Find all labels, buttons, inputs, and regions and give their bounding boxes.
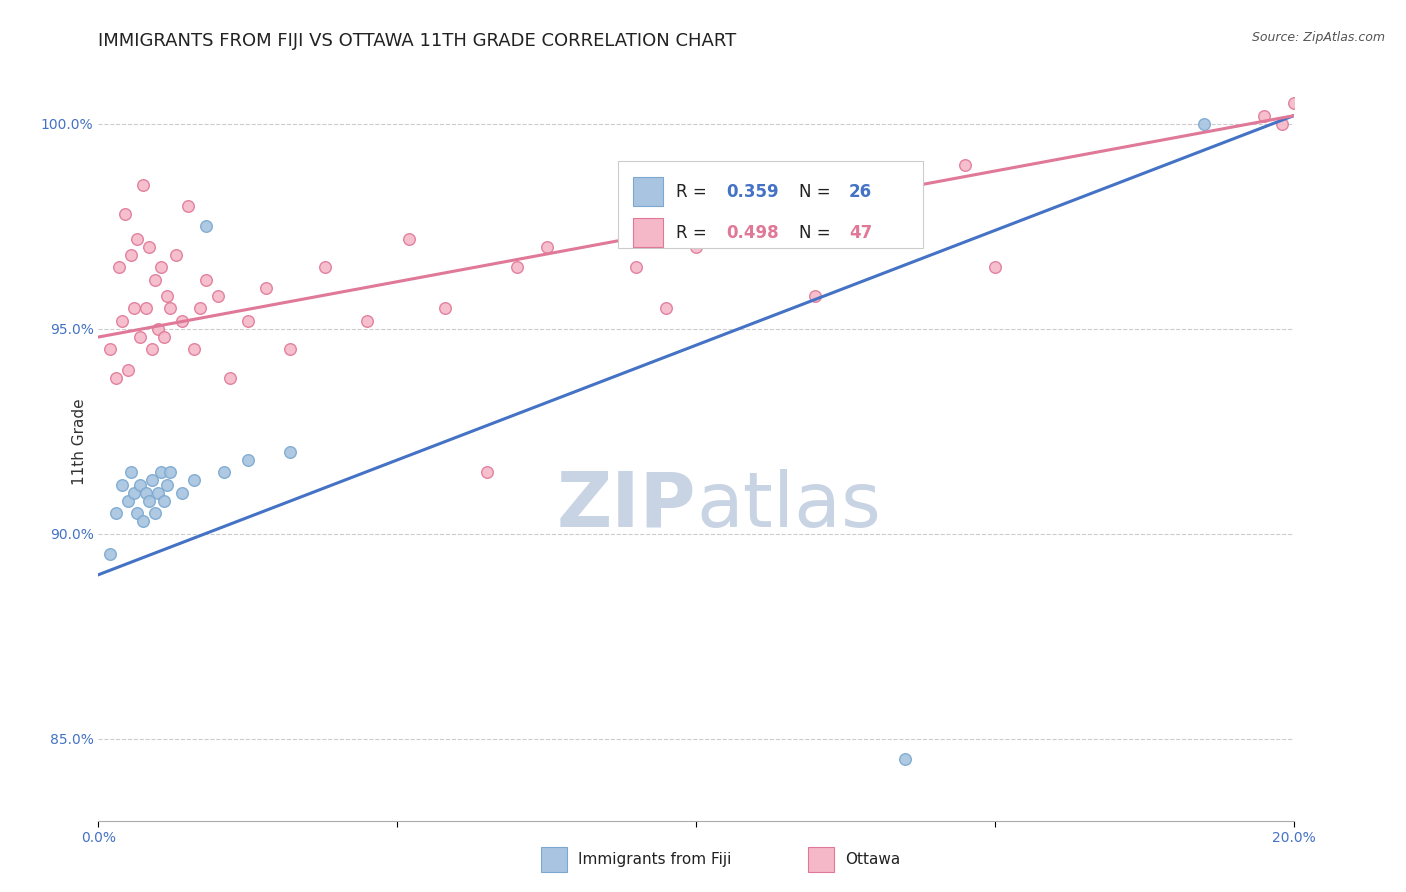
Point bbox=[105, 371, 128, 385]
Point bbox=[804, 289, 827, 303]
Text: N =: N = bbox=[799, 183, 835, 201]
Point bbox=[117, 363, 139, 377]
Text: R =: R = bbox=[676, 183, 711, 201]
Point bbox=[506, 260, 529, 275]
Point bbox=[356, 313, 378, 327]
Text: atlas: atlas bbox=[696, 469, 880, 543]
Point bbox=[1253, 109, 1275, 123]
Point bbox=[172, 313, 194, 327]
Point bbox=[156, 289, 179, 303]
Point bbox=[236, 313, 259, 327]
Point bbox=[143, 506, 166, 520]
Point bbox=[120, 465, 142, 479]
Text: Immigrants from Fiji: Immigrants from Fiji bbox=[578, 852, 731, 867]
Point bbox=[150, 260, 173, 275]
Text: 0.498: 0.498 bbox=[725, 224, 779, 242]
Point bbox=[148, 485, 170, 500]
Point bbox=[124, 301, 146, 316]
Point bbox=[278, 343, 301, 357]
Point bbox=[141, 343, 163, 357]
Point bbox=[98, 547, 122, 561]
Point bbox=[177, 199, 200, 213]
Point bbox=[138, 240, 160, 254]
Text: Source: ZipAtlas.com: Source: ZipAtlas.com bbox=[1251, 31, 1385, 45]
Point bbox=[1192, 117, 1215, 131]
Text: N =: N = bbox=[799, 224, 835, 242]
Point bbox=[953, 158, 976, 172]
Point bbox=[212, 465, 235, 479]
Text: Ottawa: Ottawa bbox=[845, 852, 900, 867]
Text: 26: 26 bbox=[849, 183, 872, 201]
Point bbox=[254, 281, 277, 295]
Y-axis label: 11th Grade: 11th Grade bbox=[72, 398, 87, 485]
Point bbox=[108, 260, 131, 275]
Point bbox=[127, 506, 149, 520]
Point bbox=[156, 477, 179, 491]
Text: ZIP: ZIP bbox=[557, 469, 696, 543]
Point bbox=[117, 494, 139, 508]
Point bbox=[536, 240, 558, 254]
Point bbox=[195, 219, 218, 234]
Point bbox=[1271, 117, 1294, 131]
Point bbox=[150, 465, 173, 479]
Point bbox=[132, 515, 155, 529]
Point bbox=[148, 322, 170, 336]
Point bbox=[195, 273, 218, 287]
Point bbox=[153, 494, 176, 508]
Point bbox=[626, 260, 648, 275]
Bar bbox=[633, 178, 662, 206]
Point bbox=[315, 260, 337, 275]
Point bbox=[475, 465, 498, 479]
Point bbox=[434, 301, 457, 316]
Point bbox=[138, 494, 160, 508]
Point bbox=[132, 178, 155, 193]
Point bbox=[129, 330, 152, 344]
Point bbox=[1282, 96, 1305, 111]
Point bbox=[236, 453, 259, 467]
Point bbox=[114, 207, 136, 221]
Point bbox=[984, 260, 1007, 275]
Point bbox=[278, 444, 301, 458]
Point bbox=[159, 465, 181, 479]
Point bbox=[183, 343, 205, 357]
Point bbox=[129, 477, 152, 491]
Point bbox=[141, 474, 163, 488]
Point bbox=[135, 485, 157, 500]
Point bbox=[398, 232, 420, 246]
Bar bbox=[633, 219, 662, 247]
Point bbox=[159, 301, 181, 316]
Point bbox=[207, 289, 229, 303]
Point bbox=[165, 248, 187, 262]
FancyBboxPatch shape bbox=[619, 161, 922, 248]
Point bbox=[172, 485, 194, 500]
Point bbox=[188, 301, 211, 316]
Point bbox=[98, 343, 122, 357]
Point bbox=[105, 506, 128, 520]
Point bbox=[135, 301, 157, 316]
Point bbox=[120, 248, 142, 262]
Point bbox=[685, 240, 707, 254]
Point bbox=[124, 485, 146, 500]
Point bbox=[111, 313, 134, 327]
Point bbox=[153, 330, 176, 344]
Point bbox=[111, 477, 134, 491]
Point bbox=[143, 273, 166, 287]
Point bbox=[894, 752, 917, 766]
Text: 0.359: 0.359 bbox=[725, 183, 779, 201]
Point bbox=[127, 232, 149, 246]
Text: 47: 47 bbox=[849, 224, 872, 242]
Text: IMMIGRANTS FROM FIJI VS OTTAWA 11TH GRADE CORRELATION CHART: IMMIGRANTS FROM FIJI VS OTTAWA 11TH GRAD… bbox=[98, 32, 737, 50]
Point bbox=[219, 371, 242, 385]
Point bbox=[655, 301, 678, 316]
Point bbox=[183, 474, 205, 488]
Text: R =: R = bbox=[676, 224, 711, 242]
